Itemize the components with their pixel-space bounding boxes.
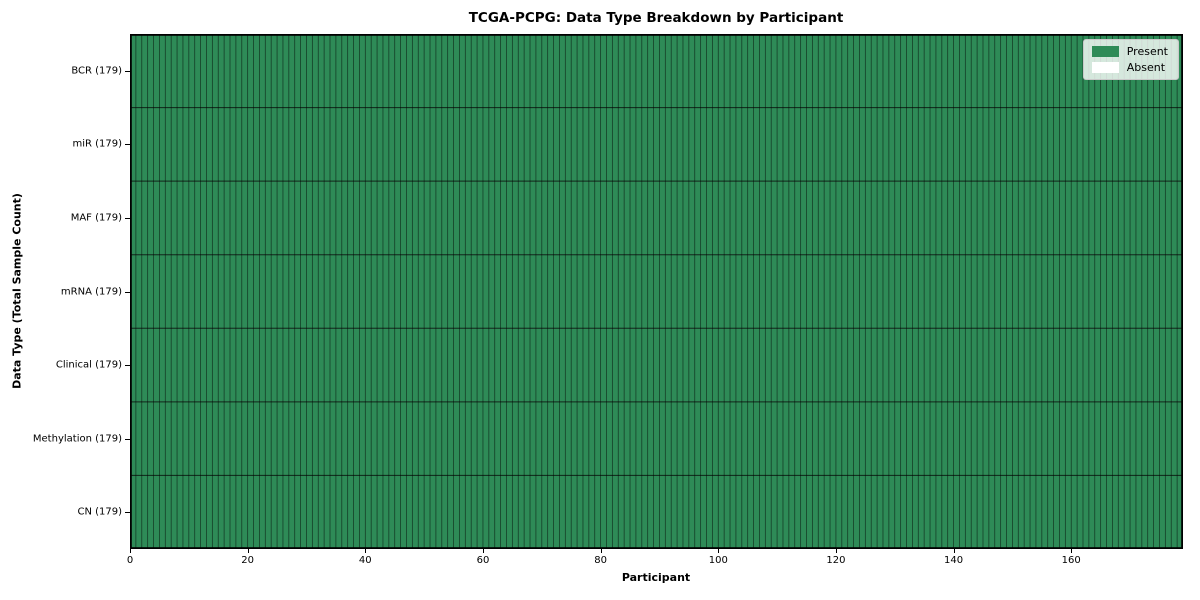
legend-item-present: Present: [1091, 45, 1168, 58]
x-tick-label: 80: [594, 555, 607, 566]
x-axis-label: Participant: [621, 571, 691, 584]
y-tick-mark: [125, 291, 130, 293]
legend-label-absent: Absent: [1126, 61, 1166, 74]
y-tick-label: BCR (179): [71, 65, 122, 77]
x-tick-label: 160: [1061, 555, 1081, 566]
x-tick-mark: [953, 549, 955, 553]
x-tick-mark: [718, 549, 720, 553]
x-tick-mark: [130, 549, 131, 553]
y-tick-mark: [125, 144, 130, 146]
y-tick-label: MAF (179): [70, 212, 122, 224]
legend-swatch-absent: [1091, 62, 1119, 73]
x-tick-mark: [1071, 549, 1073, 553]
y-tick-mark: [125, 70, 130, 72]
y-tick-mark: [125, 365, 130, 367]
y-tick-mark: [125, 217, 130, 219]
x-tick-label: 20: [241, 555, 255, 566]
x-tick-label: 140: [944, 555, 964, 566]
legend-swatch-present: [1091, 46, 1119, 57]
heatmap: [130, 34, 1183, 549]
x-tick-mark: [835, 549, 837, 553]
x-tick-mark: [482, 549, 484, 553]
y-tick-label: Clinical (179): [55, 359, 122, 371]
x-tick-label: 0: [126, 555, 134, 566]
x-tick-mark: [600, 549, 602, 553]
plot-area: Present Absent: [130, 34, 1183, 549]
y-tick-label: miR (179): [72, 138, 122, 150]
x-tick-mark: [365, 549, 367, 553]
legend-item-absent: Absent: [1091, 61, 1168, 74]
x-tick-label: 100: [708, 555, 728, 566]
legend: Present Absent: [1082, 39, 1179, 80]
x-tick-label: 40: [358, 555, 372, 566]
x-tick-mark: [247, 549, 249, 553]
y-tick-mark: [125, 438, 130, 440]
x-tick-label: 120: [826, 555, 846, 566]
x-tick-label: 60: [476, 555, 490, 566]
legend-label-present: Present: [1126, 45, 1168, 58]
chart-title: TCGA-PCPG: Data Type Breakdown by Partic…: [468, 10, 844, 26]
y-tick-label: Methylation (179): [32, 433, 122, 445]
y-tick-label: mRNA (179): [60, 286, 122, 297]
y-tick-label: CN (179): [77, 506, 122, 518]
y-tick-mark: [125, 512, 130, 514]
